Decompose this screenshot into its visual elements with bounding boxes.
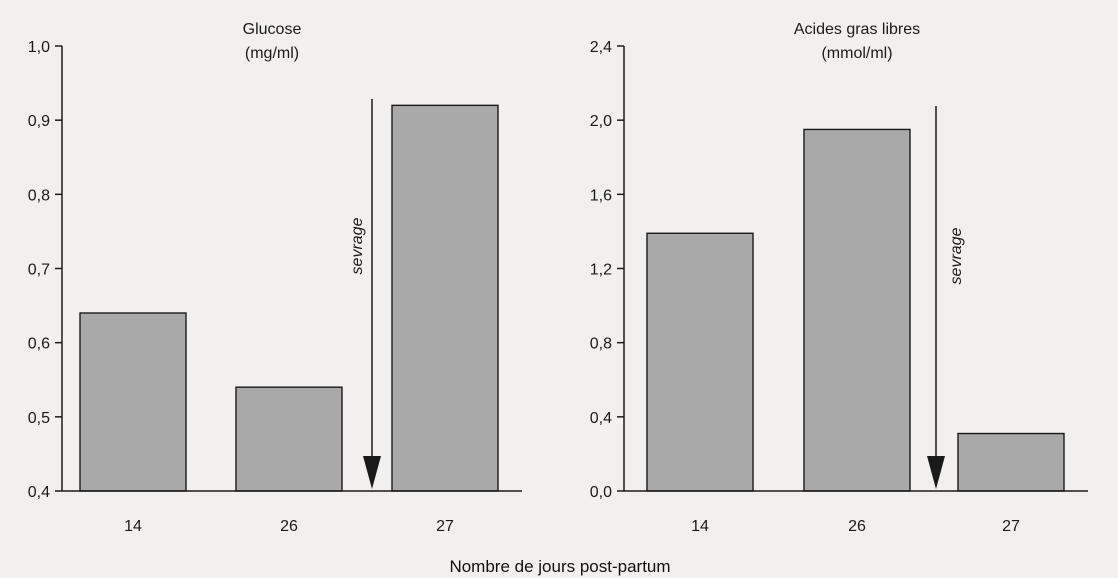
fatty-acids-ytick-label: 2,0 <box>590 113 612 130</box>
glucose-ytick-label: 0,9 <box>28 113 50 130</box>
glucose-sevrage-arrow-head <box>363 456 381 489</box>
glucose-ytick-label: 1,0 <box>28 39 50 56</box>
glucose-sevrage-label: sevrage <box>349 217 366 274</box>
fatty-acids-ytick-label: 0,4 <box>590 410 612 427</box>
fatty-acids-ytick-label: 0,0 <box>590 484 612 501</box>
fatty-acids-xtick-label: 27 <box>1002 518 1020 535</box>
glucose-bar-26 <box>235 386 343 492</box>
fatty-acids-bar-27 <box>957 432 1065 492</box>
glucose-xtick-label: 27 <box>436 518 454 535</box>
fatty-acids-ytick-label: 0,8 <box>590 336 612 353</box>
glucose-bar-27 <box>391 104 499 492</box>
fatty-acids-sevrage-label: sevrage <box>948 227 965 284</box>
glucose-xtick-label: 14 <box>124 518 142 535</box>
fatty-acids-xtick-label: 26 <box>848 518 866 535</box>
glucose-title-line1: Glucose <box>243 21 302 38</box>
fatty-acids-bar-26 <box>803 128 911 492</box>
x-axis-label: Nombre de jours post-partum <box>449 557 670 576</box>
fatty-acids-bar-14 <box>646 232 754 492</box>
glucose-bar-14 <box>79 312 187 492</box>
fatty-acids-ytick-label: 1,6 <box>590 187 612 204</box>
glucose-ytick-label: 0,7 <box>28 262 50 279</box>
glucose-ytick-label: 0,8 <box>28 187 50 204</box>
fatty-acids-title-line1: Acides gras libres <box>794 21 920 38</box>
glucose-chart: Glucose (mg/ml) sevrage 0,4 0,5 0,6 0,7 0,8 0… <box>28 21 522 535</box>
glucose-ytick-label: 0,5 <box>28 410 50 427</box>
glucose-xtick-label: 26 <box>280 518 298 535</box>
glucose-ytick-label: 0,6 <box>28 336 50 353</box>
glucose-ytick-label: 0,4 <box>28 484 50 501</box>
fatty-acids-sevrage-arrow-head <box>927 456 945 489</box>
fatty-acids-ytick-label: 1,2 <box>590 262 612 279</box>
glucose-title-line2: (mg/ml) <box>245 45 299 62</box>
fatty-acids-ytick-label: 2,4 <box>590 39 612 56</box>
fatty-acids-xtick-label: 14 <box>691 518 709 535</box>
fatty-acids-title-line2: (mmol/ml) <box>821 45 892 62</box>
fatty-acids-chart: Acides gras libres (mmol/ml) sevrage 0,0… <box>590 21 1088 535</box>
